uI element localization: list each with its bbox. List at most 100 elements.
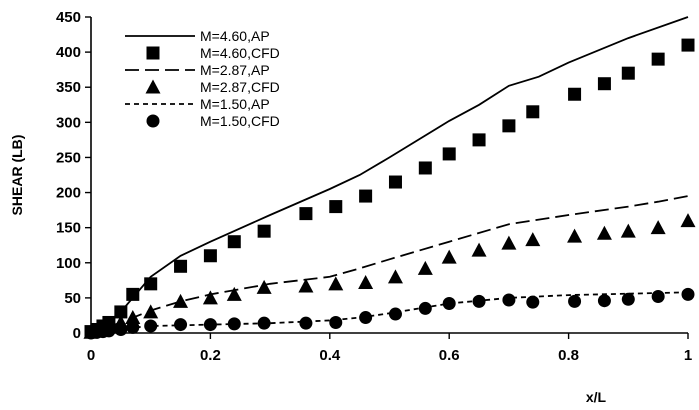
data-point [144, 277, 158, 291]
data-point [299, 316, 313, 330]
data-point [329, 200, 343, 214]
data-point [114, 305, 128, 319]
series-3 [90, 195, 689, 334]
data-point [441, 249, 457, 264]
legend-marker-swatch [146, 114, 160, 128]
data-point [442, 147, 456, 161]
legend-label: M=1.50,CFD [200, 113, 280, 129]
x-axis-title: x/L [586, 389, 607, 405]
y-tick-label: 0 [73, 325, 81, 342]
data-point [681, 38, 695, 52]
legend-label: M=2.87,CFD [200, 79, 280, 95]
data-point [257, 316, 271, 330]
data-point [651, 289, 665, 303]
data-point [525, 232, 541, 247]
legend-label: M=4.60,CFD [200, 45, 280, 61]
y-tick-label: 300 [56, 114, 81, 131]
data-point [388, 175, 402, 189]
data-point [567, 228, 583, 243]
data-point [203, 249, 217, 263]
data-point [126, 287, 140, 301]
data-point [298, 278, 314, 293]
data-point [227, 317, 241, 331]
y-tick-label: 100 [56, 255, 81, 272]
data-point [174, 259, 188, 273]
data-point [328, 276, 344, 291]
data-point [526, 295, 540, 309]
data-point [358, 274, 374, 289]
legend-label: M=2.87,AP [200, 62, 270, 78]
data-point [359, 189, 373, 203]
data-point [621, 66, 635, 80]
data-point [597, 77, 611, 91]
data-point [126, 320, 140, 334]
legend-label: M=1.50,AP [200, 96, 270, 112]
y-tick-label: 250 [56, 149, 81, 166]
legend: M=4.60,APM=4.60,CFDM=2.87,APM=2.87,CFDM=… [125, 28, 280, 129]
y-ticks: 0 50 100 150 200 250 300 350 400 450 [56, 9, 91, 342]
series-line [90, 195, 689, 334]
data-point [257, 224, 271, 238]
series-6 [84, 287, 695, 340]
data-point [502, 293, 516, 307]
data-point [125, 310, 141, 325]
data-point [472, 133, 486, 147]
x-tick-label: 0.8 [558, 347, 579, 364]
data-point [596, 225, 612, 240]
data-point [173, 293, 189, 308]
series-line [90, 16, 689, 334]
data-point [418, 161, 432, 175]
data-point [650, 220, 666, 235]
x-tick-label: 0 [87, 347, 95, 364]
x-tick-label: 0.2 [200, 347, 221, 364]
data-point [144, 319, 158, 333]
data-point [114, 322, 128, 336]
data-point [681, 287, 695, 301]
data-point [299, 207, 313, 221]
data-point [621, 292, 635, 306]
data-point [568, 294, 582, 308]
x-ticks: 0 0.2 0.4 0.6 0.8 1 [87, 333, 692, 364]
y-tick-label: 450 [56, 9, 81, 26]
data-point [143, 304, 159, 319]
data-point [388, 307, 402, 321]
data-point [471, 242, 487, 257]
y-tick-label: 200 [56, 185, 81, 202]
series-5 [90, 291, 689, 334]
data-point [418, 301, 432, 315]
chart-axes [90, 17, 688, 334]
data-point [472, 294, 486, 308]
data-point [502, 119, 516, 133]
data-point [501, 235, 517, 250]
x-tick-label: 0.4 [319, 347, 341, 364]
data-point [442, 297, 456, 311]
data-point [202, 290, 218, 305]
data-point [651, 52, 665, 66]
y-tick-label: 50 [64, 290, 81, 307]
data-point [568, 87, 582, 101]
y-tick-label: 350 [56, 79, 81, 96]
data-point [387, 269, 403, 284]
legend-label: M=4.60,AP [200, 28, 270, 44]
series-layer [83, 16, 696, 340]
series-line [90, 291, 689, 334]
data-point [256, 279, 272, 294]
data-point [526, 105, 540, 119]
data-point [329, 315, 343, 329]
legend-marker-swatch [145, 79, 161, 94]
legend-marker-swatch [146, 46, 160, 60]
y-axis-title: SHEAR (LB) [9, 135, 25, 216]
y-tick-label: 400 [56, 44, 81, 61]
data-point [359, 311, 373, 325]
data-point [227, 235, 241, 249]
series-1 [90, 16, 689, 334]
data-point [226, 286, 242, 301]
series-2 [84, 38, 695, 339]
x-tick-label: 1 [684, 347, 692, 364]
data-point [597, 294, 611, 308]
x-tick-label: 0.6 [439, 347, 460, 364]
data-point [620, 223, 636, 238]
data-point [680, 213, 696, 228]
data-point [203, 318, 217, 332]
